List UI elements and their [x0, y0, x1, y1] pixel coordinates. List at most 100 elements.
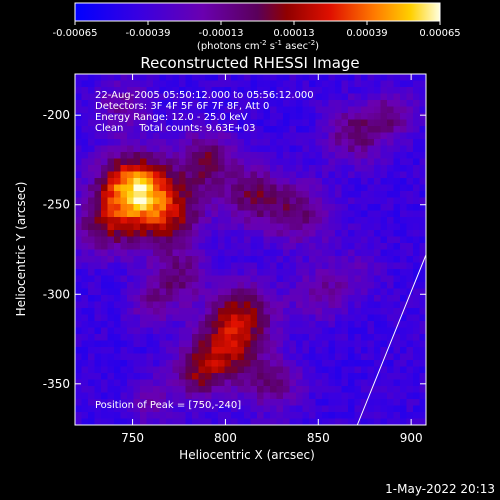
heatmap-pixel — [419, 412, 426, 420]
heatmap-pixel — [192, 210, 200, 218]
heatmap-pixel — [250, 340, 258, 348]
heatmap-pixel — [322, 236, 330, 244]
heatmap-pixel — [250, 386, 258, 394]
heatmap-pixel — [367, 158, 375, 166]
heatmap-pixel — [192, 106, 200, 114]
heatmap-pixel — [309, 249, 317, 257]
heatmap-pixel — [140, 223, 148, 231]
heatmap-pixel — [406, 93, 414, 101]
heatmap-pixel — [413, 347, 421, 355]
heatmap-pixel — [224, 340, 232, 348]
heatmap-pixel — [348, 217, 356, 225]
heatmap-pixel — [166, 197, 174, 205]
heatmap-pixel — [302, 158, 310, 166]
heatmap-pixel — [166, 334, 174, 342]
heatmap-pixel — [159, 256, 167, 264]
heatmap-pixel — [322, 145, 330, 153]
heatmap-pixel — [361, 139, 369, 147]
heatmap-pixel — [270, 301, 278, 309]
heatmap-pixel — [211, 74, 219, 82]
heatmap-pixel — [120, 334, 128, 342]
heatmap-pixel — [114, 314, 122, 322]
heatmap-pixel — [224, 392, 232, 400]
heatmap-pixel — [153, 217, 161, 225]
heatmap-pixel — [354, 366, 362, 374]
heatmap-pixel — [322, 360, 330, 368]
heatmap-pixel — [270, 132, 278, 140]
heatmap-pixel — [127, 184, 135, 192]
heatmap-pixel — [211, 87, 219, 95]
heatmap-pixel — [179, 204, 187, 212]
heatmap-pixel — [367, 132, 375, 140]
heatmap-pixel — [302, 210, 310, 218]
heatmap-pixel — [179, 360, 187, 368]
heatmap-pixel — [380, 373, 388, 381]
heatmap-pixel — [231, 392, 239, 400]
heatmap-pixel — [127, 379, 135, 387]
heatmap-pixel — [374, 184, 382, 192]
heatmap-pixel — [211, 256, 219, 264]
heatmap-pixel — [81, 366, 89, 374]
heatmap-pixel — [296, 165, 304, 173]
heatmap-pixel — [81, 171, 89, 179]
heatmap-pixel — [367, 379, 375, 387]
plot-timestamp: 1-May-2022 20:13 — [385, 482, 495, 496]
heatmap-pixel — [354, 236, 362, 244]
heatmap-pixel — [361, 249, 369, 257]
heatmap-pixel — [276, 249, 284, 257]
heatmap-pixel — [257, 113, 265, 121]
heatmap-pixel — [400, 269, 408, 277]
heatmap-pixel — [419, 158, 426, 166]
heatmap-pixel — [172, 249, 180, 257]
heatmap-pixel — [250, 282, 258, 290]
heatmap-pixel — [172, 301, 180, 309]
heatmap-pixel — [146, 87, 154, 95]
heatmap-pixel — [179, 321, 187, 329]
heatmap-pixel — [211, 236, 219, 244]
heatmap-pixel — [276, 210, 284, 218]
heatmap-pixel — [302, 366, 310, 374]
heatmap-pixel — [367, 347, 375, 355]
heatmap-pixel — [309, 256, 317, 264]
heatmap-pixel — [413, 171, 421, 179]
heatmap-pixel — [387, 399, 395, 407]
heatmap-pixel — [328, 223, 336, 231]
heatmap-pixel — [107, 243, 115, 251]
heatmap-pixel — [315, 392, 323, 400]
heatmap-pixel — [153, 275, 161, 283]
heatmap-pixel — [198, 314, 206, 322]
heatmap-pixel — [88, 145, 96, 153]
colorbar-ticks: -0.00065 -0.00039 -0.00013 0.00013 0.00039 0.… — [53, 21, 461, 39]
heatmap-pixel — [231, 171, 239, 179]
heatmap-pixel — [81, 340, 89, 348]
heatmap-pixel — [361, 236, 369, 244]
heatmap-pixel — [205, 366, 213, 374]
heatmap-pixel — [296, 269, 304, 277]
heatmap-pixel — [224, 262, 232, 270]
heatmap-pixel — [289, 366, 297, 374]
heatmap-pixel — [244, 74, 252, 82]
heatmap-pixel — [81, 269, 89, 277]
heatmap-pixel — [172, 412, 180, 420]
heatmap-pixel — [328, 399, 336, 407]
annotation-energy-range: Energy Range: 12.0 - 25.0 keV — [95, 112, 248, 123]
heatmap-pixel — [257, 178, 265, 186]
heatmap-pixel — [322, 373, 330, 381]
heatmap-pixel — [81, 119, 89, 127]
heatmap-pixel — [354, 191, 362, 199]
heatmap-pixel — [224, 230, 232, 238]
heatmap-pixel — [367, 178, 375, 186]
heatmap-pixel — [270, 353, 278, 361]
heatmap-pixel — [302, 308, 310, 316]
heatmap-pixel — [400, 217, 408, 225]
heatmap-pixel — [413, 139, 421, 147]
heatmap-pixel — [179, 87, 187, 95]
heatmap-pixel — [348, 373, 356, 381]
heatmap-pixel — [322, 126, 330, 134]
heatmap-pixel — [406, 321, 414, 329]
heatmap-pixel — [348, 327, 356, 335]
heatmap-pixel — [127, 340, 135, 348]
heatmap-pixel — [283, 386, 291, 394]
heatmap-pixel — [289, 106, 297, 114]
heatmap-pixel — [185, 379, 193, 387]
